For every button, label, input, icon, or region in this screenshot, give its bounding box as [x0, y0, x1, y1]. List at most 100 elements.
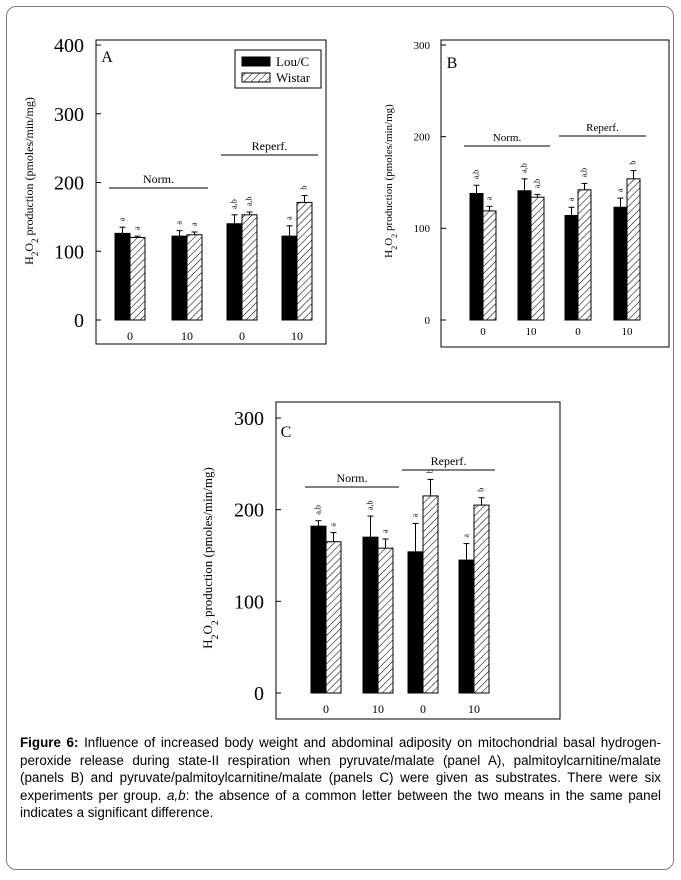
significance-letter: a,b: [314, 505, 323, 515]
y-tick-label: 400: [54, 35, 84, 57]
significance-letter: a: [118, 217, 127, 221]
x-tick-label: 10: [291, 329, 303, 343]
group-label: Norm.: [493, 132, 522, 144]
wistar-bar: [482, 210, 497, 321]
wistar-bar: [422, 495, 439, 694]
x-tick-label: 0: [239, 329, 245, 343]
y-tick-label: 100: [234, 591, 264, 613]
y-tick-label: 0: [425, 315, 431, 327]
significance-letter: a,b: [533, 179, 542, 189]
plot-frame: [95, 39, 327, 345]
lou-c-bar: [171, 235, 188, 321]
x-tick-label: 0: [420, 702, 426, 716]
significance-letter: a,b: [472, 170, 481, 180]
y-tick-label: 200: [54, 173, 84, 195]
panel-label: C: [281, 424, 292, 441]
lou-c-bar: [613, 206, 628, 321]
y-tick-label: 300: [414, 40, 431, 52]
lou-c-bar: [310, 525, 327, 694]
y-tick-label: 0: [74, 310, 84, 332]
lou-c-bar: [226, 223, 243, 321]
panel-label: B: [447, 55, 458, 72]
wistar-bar: [241, 214, 258, 321]
x-tick-label: 10: [372, 702, 384, 716]
y-axis-label: H2O2 production (pmoles/min/mg): [22, 97, 40, 265]
lou-c-bar: [407, 551, 424, 694]
y-tick-label: 300: [234, 408, 264, 430]
y-axis-label: H2O2 production (pmoles/min/mg): [383, 104, 399, 258]
significance-letter: a: [462, 534, 471, 538]
significance-letter: a: [485, 196, 494, 200]
significance-letter: a: [133, 226, 142, 230]
significance-letter: a,b: [230, 199, 239, 209]
caption-text-1: Influence of increased body weight and a…: [20, 735, 661, 803]
plot-frame: [275, 401, 561, 720]
legend-label-wistar: Wistar: [276, 70, 311, 85]
caption-label: Figure 6:: [20, 735, 79, 750]
significance-letter: a: [381, 529, 390, 533]
significance-letter: b: [629, 161, 638, 165]
x-tick-label: 10: [526, 326, 538, 338]
wistar-bar: [577, 189, 592, 321]
lou-c-bar: [517, 190, 532, 321]
significance-letter: a: [285, 216, 294, 220]
wistar-bar: [296, 201, 313, 321]
significance-letter: a,b: [366, 501, 375, 511]
significance-letter: b: [426, 469, 435, 473]
lou-c-bar: [114, 232, 131, 321]
panel-label: A: [101, 49, 113, 66]
significance-letter: a: [567, 197, 576, 201]
y-tick-label: 200: [414, 132, 431, 144]
wistar-bar: [325, 541, 342, 694]
legend-swatch-lou-c: [241, 56, 271, 67]
x-tick-label: 0: [127, 329, 133, 343]
group-label: Norm.: [143, 172, 174, 186]
lou-c-bar: [458, 559, 475, 694]
lou-c-bar: [281, 235, 298, 321]
y-tick-label: 300: [54, 104, 84, 126]
wistar-bar: [377, 547, 394, 694]
x-tick-label: 10: [622, 326, 634, 338]
figure-frame: [6, 6, 674, 870]
caption-text-2: : the absence of a common letter between…: [20, 787, 661, 821]
x-tick-label: 0: [323, 702, 329, 716]
y-tick-label: 100: [54, 241, 84, 263]
wistar-bar: [473, 504, 490, 694]
lou-c-bar: [362, 536, 379, 694]
y-tick-label: 100: [414, 223, 431, 235]
legend-swatch-wistar: [241, 72, 271, 83]
significance-letter: a: [411, 513, 420, 517]
caption-italic: a,b: [166, 787, 186, 803]
significance-letter: b: [300, 186, 309, 190]
group-label: Reperf.: [586, 122, 619, 134]
lou-c-bar: [469, 193, 484, 321]
group-label: Norm.: [337, 471, 368, 485]
y-tick-label: 200: [234, 500, 264, 522]
significance-letter: b: [477, 488, 486, 492]
wistar-bar: [186, 234, 203, 321]
wistar-bar: [626, 178, 641, 321]
x-tick-label: 10: [468, 702, 480, 716]
significance-letter: a,b: [245, 197, 254, 207]
significance-letter: a,b: [520, 163, 529, 173]
legend-label-lou-c: Lou/C: [276, 54, 309, 69]
group-label: Reperf.: [431, 454, 467, 468]
y-tick-label: 0: [254, 683, 264, 705]
x-tick-label: 0: [575, 326, 581, 338]
significance-letter: a: [616, 188, 625, 192]
significance-letter: a: [190, 222, 199, 226]
plot-frame: [440, 39, 670, 348]
significance-letter: a: [329, 523, 338, 527]
wistar-bar: [530, 196, 545, 321]
x-tick-label: 10: [181, 329, 193, 343]
y-axis-label: H2O2 production (pmoles/min/mg): [200, 467, 221, 649]
figure-caption: Figure 6: Influence of increased body we…: [20, 734, 661, 822]
wistar-bar: [129, 237, 146, 321]
significance-letter: a,b: [580, 168, 589, 178]
lou-c-bar: [564, 215, 579, 321]
group-label: Reperf.: [252, 139, 288, 153]
